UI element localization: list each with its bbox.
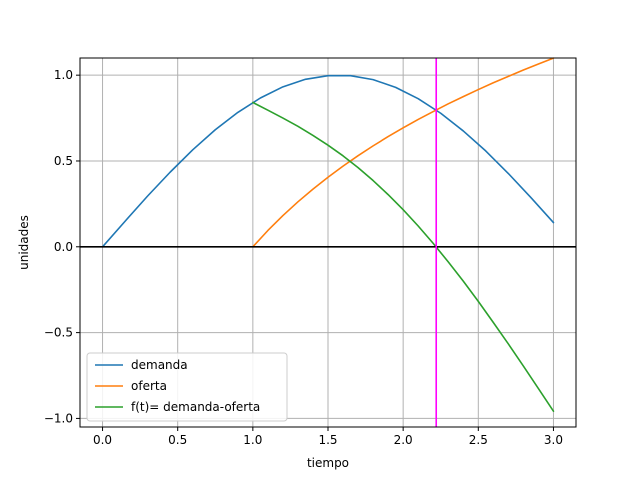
x-tick-label: 2.0	[394, 433, 413, 447]
y-tick-label: −1.0	[44, 411, 73, 425]
x-tick-label: 2.5	[469, 433, 488, 447]
legend-label-2: oferta	[131, 379, 167, 393]
y-axis-label: unidades	[17, 215, 31, 270]
legend-label-1: demanda	[131, 358, 188, 372]
x-tick-label: 1.0	[243, 433, 262, 447]
series-lines	[101, 57, 555, 413]
y-tick-label: −0.5	[44, 326, 73, 340]
x-tick-label: 0.0	[93, 433, 112, 447]
y-tick-label: 0.5	[54, 154, 73, 168]
series-line-1	[101, 74, 555, 248]
x-axis-label: tiempo	[307, 456, 349, 470]
axis-ticks: 0.0 0.5 1.0 1.5 2.0 2.5 3.0 −1.0 −0.5 0.0 0.5 1.0	[44, 68, 563, 447]
legend-box	[86, 352, 288, 422]
x-tick-label: 3.0	[544, 433, 563, 447]
x-tick-label: 1.5	[318, 433, 337, 447]
y-tick-label: 0.0	[54, 240, 73, 254]
legend-label-3: f(t)= demanda-oferta	[131, 400, 260, 414]
reference-lines	[80, 58, 576, 427]
legend: demanda oferta f(t)= demanda-oferta	[86, 352, 288, 422]
series-line-3	[252, 101, 555, 413]
y-tick-label: 1.0	[54, 68, 73, 82]
series-line-2	[252, 57, 555, 248]
x-tick-label: 0.5	[168, 433, 187, 447]
